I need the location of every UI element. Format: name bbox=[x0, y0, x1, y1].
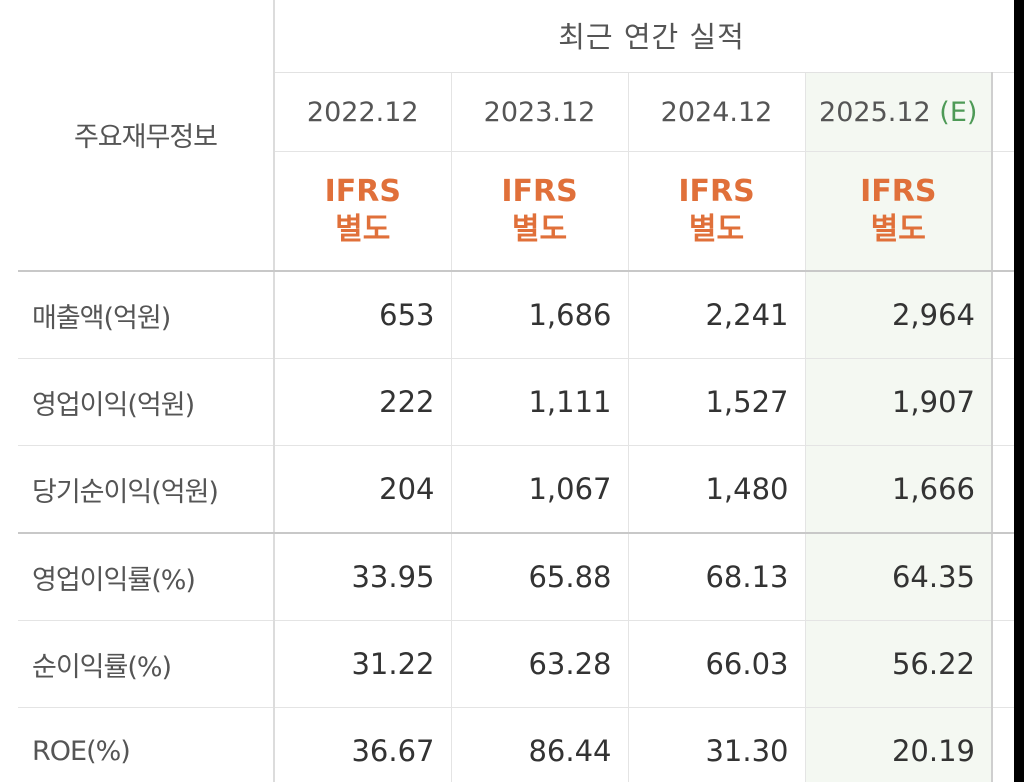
financial-table-frame: 주요재무정보 최근 연간 실적 2022.12 2023.12 2024.12 … bbox=[18, 0, 1014, 782]
next-period-edge bbox=[990, 72, 1014, 152]
value-cell: 1,907 bbox=[805, 358, 993, 446]
row-label-net-margin: 순이익률(%) bbox=[18, 620, 275, 708]
value-cell: 1,067 bbox=[451, 445, 629, 534]
value-cell: 653 bbox=[274, 271, 452, 359]
value-cell: 86.44 bbox=[451, 707, 629, 782]
value-cell: 31.30 bbox=[628, 707, 806, 782]
table-row: 영업이익(억원) 222 1,111 1,527 1,907 bbox=[18, 358, 1014, 446]
basis-2023: IFRS 별도 bbox=[451, 151, 629, 272]
value-cell: 56.22 bbox=[805, 620, 993, 708]
row-label-operating-margin: 영업이익률(%) bbox=[18, 533, 275, 621]
period-header-2025-estimate: 2025.12 (E) bbox=[805, 72, 993, 152]
next-period-edge bbox=[990, 151, 1014, 272]
value-cell: 1,480 bbox=[628, 445, 806, 534]
period-header-2024: 2024.12 bbox=[628, 72, 806, 152]
value-cell: 66.03 bbox=[628, 620, 806, 708]
table-row: 순이익률(%) 31.22 63.28 66.03 56.22 bbox=[18, 620, 1014, 708]
table-row: 매출액(억원) 653 1,686 2,241 2,964 bbox=[18, 271, 1014, 359]
key-financials-header: 주요재무정보 bbox=[18, 0, 275, 272]
left-margin bbox=[0, 0, 18, 782]
next-period-edge bbox=[990, 358, 1014, 446]
value-cell: 1,666 bbox=[805, 445, 993, 534]
value-cell: 63.28 bbox=[451, 620, 629, 708]
row-label-operating-profit: 영업이익(억원) bbox=[18, 358, 275, 446]
period-header-2022: 2022.12 bbox=[274, 72, 452, 152]
value-cell: 31.22 bbox=[274, 620, 452, 708]
row-label-net-income: 당기순이익(억원) bbox=[18, 445, 275, 534]
value-cell: 222 bbox=[274, 358, 452, 446]
value-cell: 20.19 bbox=[805, 707, 993, 782]
recent-annual-results-header: 최근 연간 실적 bbox=[274, 0, 1014, 73]
value-cell: 64.35 bbox=[805, 533, 993, 621]
value-cell: 2,241 bbox=[628, 271, 806, 359]
next-period-edge bbox=[990, 707, 1014, 782]
basis-2022: IFRS 별도 bbox=[274, 151, 452, 272]
right-edge-bar bbox=[1014, 0, 1024, 782]
value-cell: 68.13 bbox=[628, 533, 806, 621]
value-cell: 1,686 bbox=[451, 271, 629, 359]
row-label-revenue: 매출액(억원) bbox=[18, 271, 275, 359]
value-cell: 204 bbox=[274, 445, 452, 534]
value-cell: 65.88 bbox=[451, 533, 629, 621]
value-cell: 33.95 bbox=[274, 533, 452, 621]
next-period-edge bbox=[990, 620, 1014, 708]
next-period-edge bbox=[990, 533, 1014, 621]
basis-2024: IFRS 별도 bbox=[628, 151, 806, 272]
value-cell: 2,964 bbox=[805, 271, 993, 359]
value-cell: 1,527 bbox=[628, 358, 806, 446]
value-cell: 36.67 bbox=[274, 707, 452, 782]
financial-summary-table: 주요재무정보 최근 연간 실적 2022.12 2023.12 2024.12 … bbox=[18, 0, 1014, 782]
row-label-roe: ROE(%) bbox=[18, 707, 275, 782]
value-cell: 1,111 bbox=[451, 358, 629, 446]
period-header-2023: 2023.12 bbox=[451, 72, 629, 152]
next-period-edge bbox=[990, 445, 1014, 534]
estimate-marker: (E) bbox=[939, 96, 978, 128]
table-row: 영업이익률(%) 33.95 65.88 68.13 64.35 bbox=[18, 533, 1014, 621]
table-row: ROE(%) 36.67 86.44 31.30 20.19 bbox=[18, 707, 1014, 782]
table-row: 당기순이익(억원) 204 1,067 1,480 1,666 bbox=[18, 445, 1014, 534]
next-period-edge bbox=[990, 271, 1014, 359]
basis-2025: IFRS 별도 bbox=[805, 151, 993, 272]
